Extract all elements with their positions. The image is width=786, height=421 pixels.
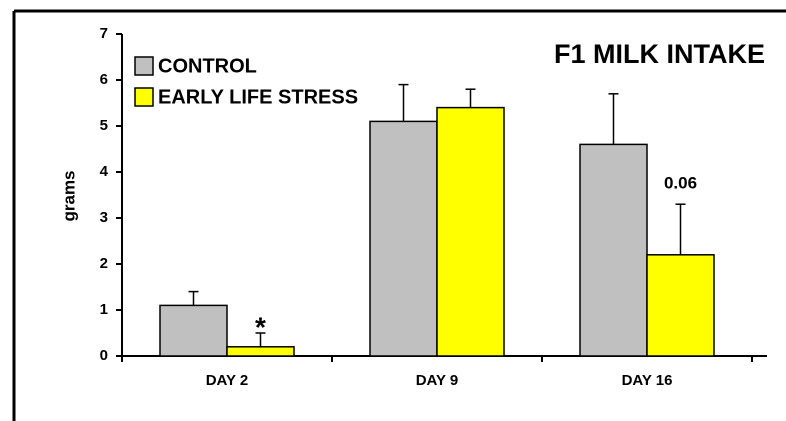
error-bar xyxy=(675,203,686,255)
y-tick-label: 2 xyxy=(100,255,108,272)
legend-swatch xyxy=(134,56,154,76)
y-tick-label: 3 xyxy=(100,209,108,226)
y-tick-label: 4 xyxy=(100,163,109,180)
error-bar xyxy=(465,88,476,108)
bar xyxy=(436,106,505,357)
annotation: 0.06 xyxy=(664,174,697,193)
bar xyxy=(159,304,228,357)
x-tick-label: DAY 2 xyxy=(206,372,249,389)
bar xyxy=(226,346,295,357)
x-tick-label: DAY 9 xyxy=(416,372,459,389)
x-tick-label: DAY 16 xyxy=(622,372,673,389)
error-bar xyxy=(188,290,199,306)
y-tick-label: 5 xyxy=(100,117,108,134)
error-bar xyxy=(398,83,409,122)
y-tick-label: 1 xyxy=(100,301,108,318)
error-bar xyxy=(255,332,266,347)
annotation: * xyxy=(255,311,266,342)
chart-title: F1 MILK INTAKE xyxy=(554,39,765,69)
legend-label: EARLY LIFE STRESS xyxy=(158,86,358,108)
bar xyxy=(579,143,648,357)
y-tick-label: 6 xyxy=(100,71,108,88)
y-tick-label: 7 xyxy=(100,25,108,42)
bar xyxy=(369,120,438,357)
y-tick-label: 0 xyxy=(100,347,108,364)
error-bar xyxy=(608,93,619,145)
bar xyxy=(646,254,715,357)
y-axis-label: grams xyxy=(59,170,78,221)
legend-swatch xyxy=(134,87,154,107)
legend-label: CONTROL xyxy=(158,55,257,77)
